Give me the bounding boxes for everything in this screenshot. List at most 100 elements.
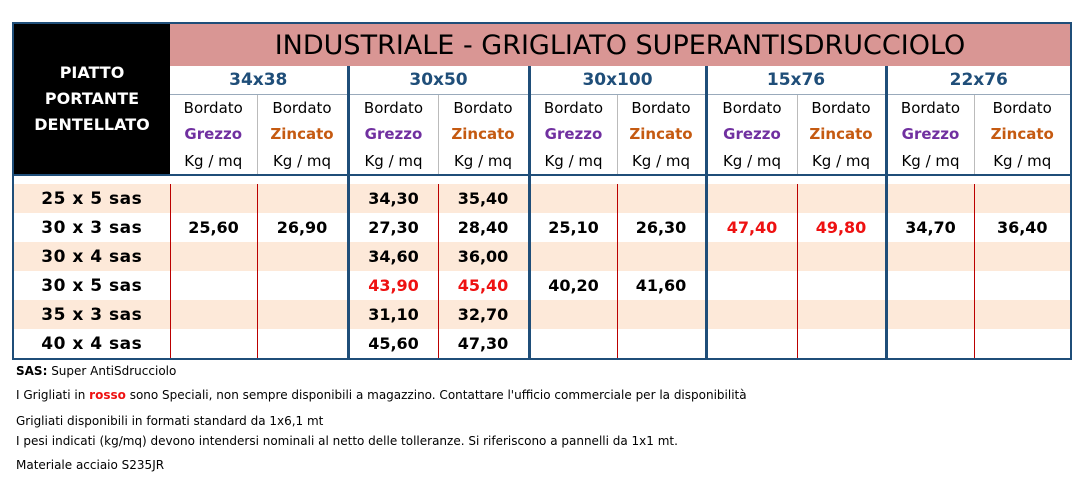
value-cell (884, 271, 974, 300)
value-cell: 34,60 (346, 242, 438, 271)
value-cell (796, 271, 886, 300)
spacer-cell (527, 175, 617, 184)
value-cell (616, 300, 706, 329)
value-cell (796, 184, 886, 213)
row-label: 30 x 3 sas (41, 217, 143, 238)
value-cell (527, 242, 617, 271)
value-cell (704, 300, 797, 329)
value-cell: 35,40 (437, 184, 529, 213)
bordato-label-2: Bordato (256, 94, 348, 121)
note-material: Materiale acciaio S235JR (16, 458, 165, 472)
grezzo-label-2: Grezzo (346, 121, 438, 147)
value-cell (616, 329, 706, 359)
value-cell (256, 184, 348, 213)
value-cell (256, 242, 348, 271)
value-cell (884, 329, 974, 359)
size-header-row: 34x38 30x50 30x100 15x76 22x76 (13, 66, 1071, 95)
value-cell (704, 184, 797, 213)
value-cell: 27,30 (346, 213, 438, 242)
note-sas-text: Super AntiSdrucciolo (47, 364, 177, 378)
value-cell: 32,70 (437, 300, 529, 329)
spacer-cell (617, 175, 706, 184)
size-header-1: 34x38 (170, 66, 348, 95)
value-cell: 43,90 (346, 271, 438, 300)
row-label: 30 x 5 sas (41, 275, 143, 296)
value-cell (616, 242, 706, 271)
value-cell (169, 300, 257, 329)
corner-line-3: DENTELLATO (34, 115, 150, 134)
value-cell: 25,60 (169, 213, 257, 242)
bordato-label-9: Bordato (884, 94, 974, 121)
note-sas-key: SAS: (16, 364, 48, 378)
value-cell (169, 271, 257, 300)
value-cell: 40,20 (527, 271, 617, 300)
row-label: 35 x 3 sas (13, 300, 170, 329)
size-header-5: 22x76 (884, 66, 1071, 95)
value-cell (796, 300, 886, 329)
value-cell: 36,00 (437, 242, 529, 271)
corner-line-1: PIATTO (59, 63, 125, 82)
bordato-label-8: Bordato (796, 94, 886, 121)
value-cell: 31,10 (346, 300, 438, 329)
note-weights: I pesi indicati (kg/mq) devono intenders… (16, 434, 678, 448)
value-cell: 47,30 (437, 329, 529, 359)
size-header-4: 15x76 (704, 66, 886, 95)
value-cell (169, 184, 257, 213)
value-cell: 36,40 (973, 213, 1071, 242)
grezzo-label-4: Grezzo (704, 121, 797, 147)
unit-label-5: Kg / mq (527, 147, 617, 175)
row-label: 30 x 4 sas (13, 242, 170, 271)
value-cell (616, 184, 706, 213)
value-cell: 45,40 (437, 271, 529, 300)
spacer-cell (438, 175, 529, 184)
table-row: 35 x 3 sas 31,10 32,70 (13, 300, 1071, 329)
corner-header: PIATTO PORTANTE DENTELLATO (13, 23, 170, 175)
value-cell (704, 242, 797, 271)
spacer-cell (170, 175, 257, 184)
unit-label-6: Kg / mq (616, 147, 706, 175)
spacer-cell (797, 175, 886, 184)
value-cell (973, 184, 1071, 213)
zincato-label-2: Zincato (437, 121, 529, 147)
value-cell (256, 329, 348, 359)
table-row: 25 x 5 sas 34,30 35,40 (13, 184, 1071, 213)
unit-label-7: Kg / mq (704, 147, 797, 175)
value-cell (973, 329, 1071, 359)
value-cell (973, 242, 1071, 271)
value-cell (973, 271, 1071, 300)
grezzo-label-5: Grezzo (884, 121, 974, 147)
value-cell (884, 184, 974, 213)
value-cell: 41,60 (616, 271, 706, 300)
spacer-cell (974, 175, 1071, 184)
value-cell (169, 242, 257, 271)
value-cell (527, 300, 617, 329)
unit-label-2: Kg / mq (256, 147, 348, 175)
note-special: I Grigliati in rosso sono Speciali, non … (16, 388, 747, 402)
spacer-cell (884, 175, 974, 184)
row-label: 40 x 4 sas (41, 333, 143, 354)
grezzo-label-3: Grezzo (527, 121, 617, 147)
value-cell (527, 184, 617, 213)
spacer-row (13, 175, 1071, 184)
value-cell: 26,30 (616, 213, 706, 242)
note-formats: Grigliati disponibili in formati standar… (16, 414, 324, 428)
bordato-label-4: Bordato (437, 94, 529, 121)
price-table: PIATTO PORTANTE DENTELLATO INDUSTRIALE -… (12, 22, 1072, 360)
value-cell (527, 329, 617, 359)
spacer-cell (704, 175, 797, 184)
zincato-label-5: Zincato (973, 121, 1071, 147)
zincato-label-3: Zincato (616, 121, 706, 147)
note-special-before: I Grigliati in (16, 388, 90, 402)
corner-line-2: PORTANTE (44, 89, 140, 108)
spacer-cell (346, 175, 438, 184)
table-title: INDUSTRIALE - GRIGLIATO SUPERANTISDRUCCI… (170, 23, 1071, 66)
value-cell (704, 329, 797, 359)
value-cell: 26,90 (256, 213, 348, 242)
unit-label-8: Kg / mq (796, 147, 886, 175)
bordato-label-3: Bordato (346, 94, 438, 121)
zincato-label-1: Zincato (256, 121, 348, 147)
value-cell (704, 271, 797, 300)
unit-label-4: Kg / mq (437, 147, 529, 175)
value-cell: 34,30 (346, 184, 438, 213)
value-cell: 47,40 (704, 213, 797, 242)
